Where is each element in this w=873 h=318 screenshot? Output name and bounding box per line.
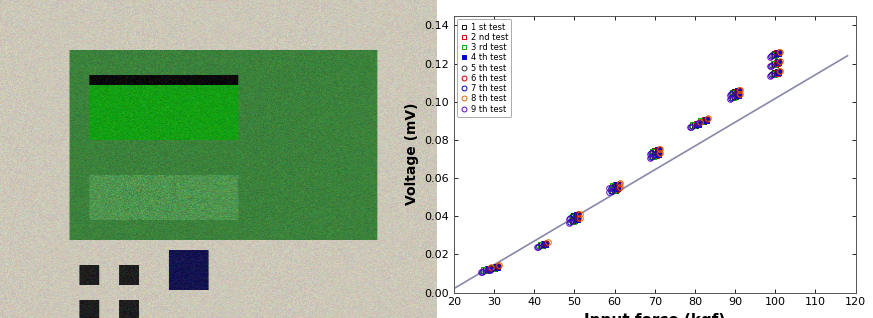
Y-axis label: Voltage (mV): Voltage (mV) — [405, 103, 419, 205]
X-axis label: Input force (kgf): Input force (kgf) — [584, 313, 725, 318]
Legend: 1 st test, 2 nd test, 3 rd test, 4 th test, 5 th test, 6 th test, 7 th test, 8 t: 1 st test, 2 nd test, 3 rd test, 4 th te… — [457, 19, 512, 117]
